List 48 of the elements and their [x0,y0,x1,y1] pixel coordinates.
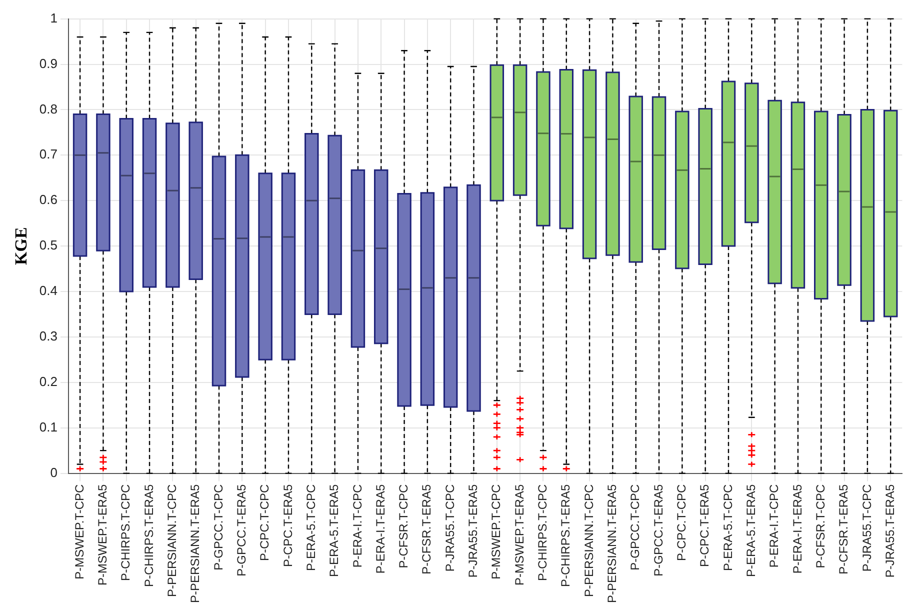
x-tick-label: P-ERA-I.T-ERA5 [790,484,804,574]
x-tick-label: P-CHIRPS.T-ERA5 [558,484,573,587]
x-tick-label: P-GPCC.T-CPC [211,484,226,570]
y-tick-label: 0.8 [39,101,58,116]
x-tick-label: P-JRA55.T-ERA5 [882,484,897,578]
x-tick-label: P-ERA-I.T-ERA5 [373,484,388,574]
x-tick-label: P-JRA55.T-CPC [442,484,457,572]
x-tick-label: P-PERSIANN.T-ERA5 [188,484,202,604]
x-tick-label: P-GPCC.T-CPC [628,484,642,570]
x-tick-label: P-CHIRPS.T-CPC [118,484,133,581]
y-tick-label: 0.5 [39,238,58,253]
x-tick-label: P-CFSR.T-CPC [396,484,411,568]
x-tick-label: P-ERA-5.T-ERA5 [327,484,342,578]
x-tick-label: P-PERSIANN.T-CPC [165,484,179,597]
x-tick-label: P-ERA-I.T-CPC [767,484,782,568]
x-tick-label: P-CHIRPS.T-ERA5 [142,484,156,587]
x-tick-label: P-ERA-5.T-CPC [304,484,318,571]
x-tick-label: P-CPC.T-CPC [674,484,688,561]
y-tick-label: 0.6 [39,192,58,208]
x-tick-label: P-MSWEP.T-ERA5 [512,484,526,586]
x-tick-label: P-CHIRPS.T-CPC [536,484,550,581]
x-tick-label: P-GPCC.T-ERA5 [651,484,666,576]
x-tick-label: P-CFSR.T-ERA5 [836,484,851,574]
x-tick-label: P-MSWEP.T-ERA5 [96,484,110,586]
x-tick-label: P-CPC.T-CPC [258,484,272,561]
x-tick-label: P-PERSIANN.T-CPC [582,484,596,597]
x-tick-label: P-CPC.T-ERA5 [698,484,712,567]
x-tick-label: P-CFSR.T-ERA5 [420,484,434,574]
x-tick-label: P-PERSIANN.T-ERA5 [605,484,620,604]
x-tick-label: P-MSWEP.T-CPC [489,484,504,580]
y-tick-label: 0.7 [39,146,58,162]
x-tick-label: P-JRA55.T-CPC [860,484,874,572]
x-tick-label: P-CFSR.T-CPC [813,484,828,568]
y-tick-label: 0.9 [39,56,58,71]
y-tick-label: 0.3 [39,328,58,344]
x-tick-label: P-ERA-5.T-ERA5 [744,484,758,578]
y-tick-label: 1 [50,10,58,26]
y-tick-label: 0.4 [39,283,58,298]
y-tick-label: 0 [50,464,58,480]
x-tick-label: P-MSWEP.T-CPC [72,484,86,580]
x-tick-label: P-CPC.T-ERA5 [280,484,295,567]
y-axis-title: KGE [12,227,31,265]
x-tick-label: P-JRA55.T-ERA5 [466,484,480,578]
y-tick-label: 0.1 [39,419,58,434]
x-tick-label: P-ERA-I.T-CPC [350,484,364,568]
x-tick-label: P-ERA-5.T-CPC [720,484,735,571]
x-tick-label: P-GPCC.T-ERA5 [234,484,248,576]
y-tick-label: 0.2 [39,374,58,389]
